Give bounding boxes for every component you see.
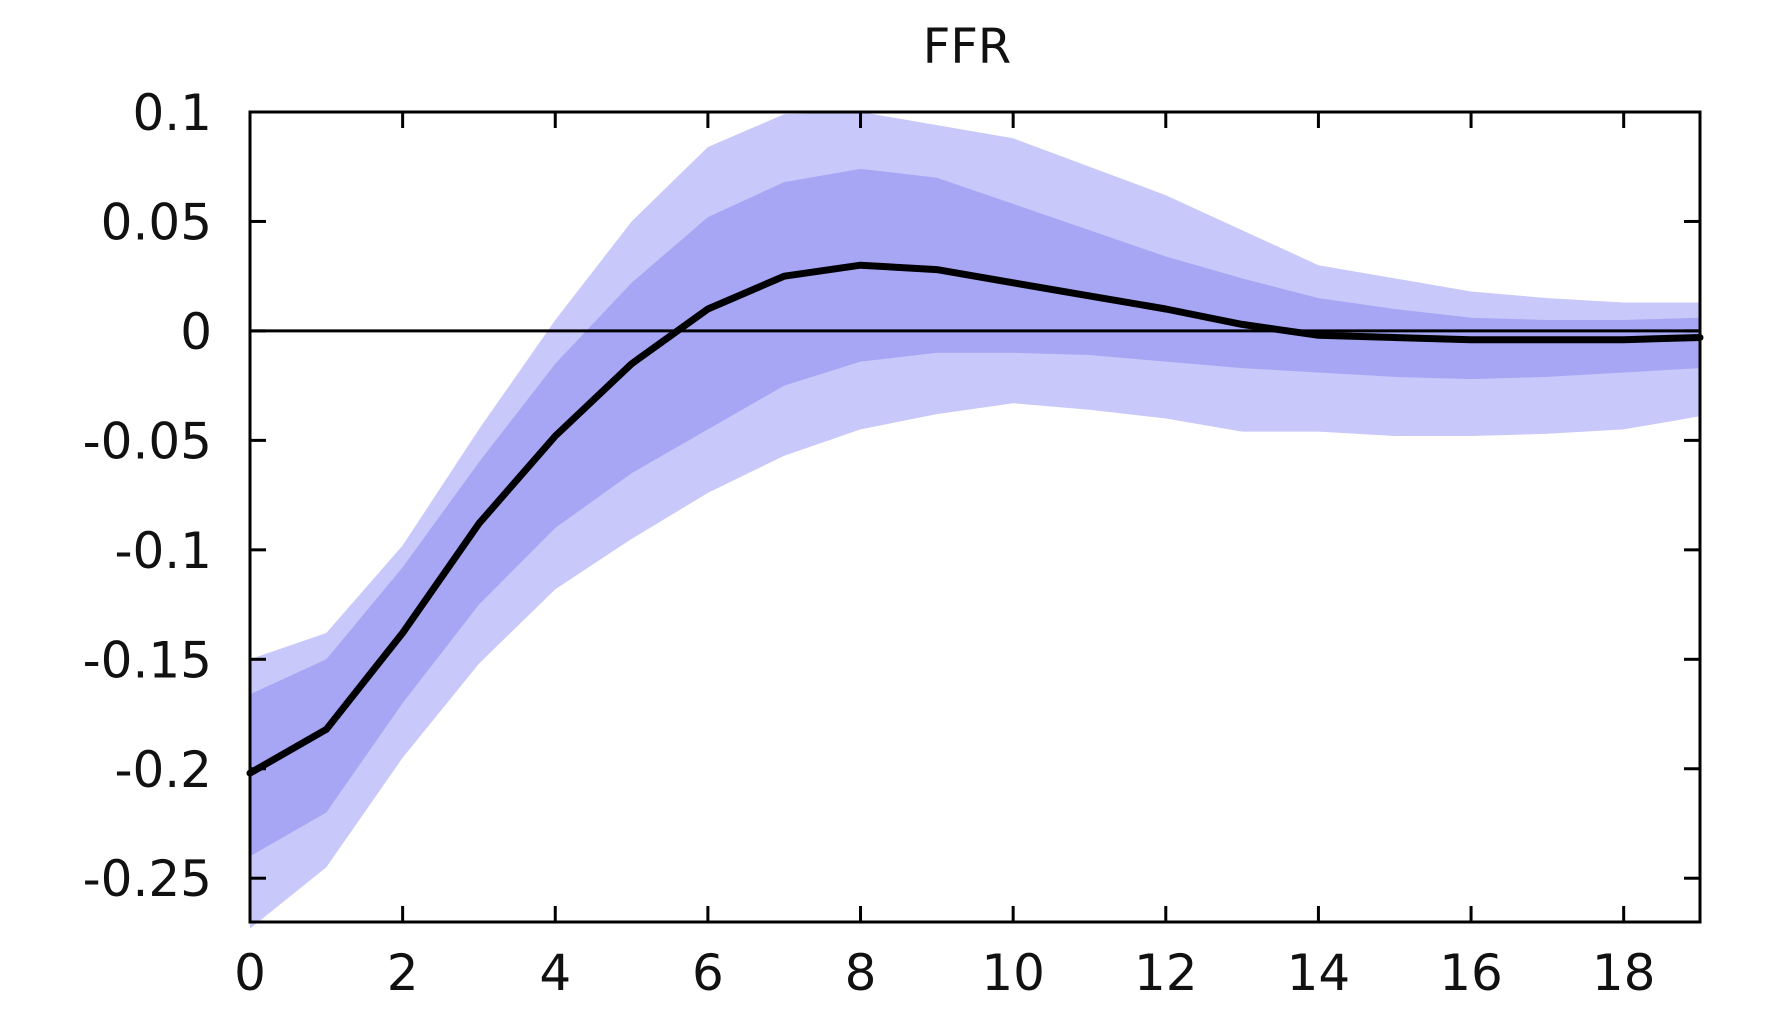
- x-tick-label: 8: [845, 944, 877, 1002]
- y-tick-label: 0.05: [101, 193, 212, 251]
- x-tick-label: 4: [539, 944, 571, 1002]
- x-tick-label: 2: [387, 944, 419, 1002]
- x-tick-label: 14: [1287, 944, 1351, 1002]
- ticks-layer: 0 2 4 6 8 10 12 14 16 18 0.1 0.05 0 -0.05 -0.1 -0.15 -0.…: [83, 84, 1700, 1002]
- x-tick-label: 0: [234, 944, 266, 1002]
- x-tick-label: 10: [981, 944, 1045, 1002]
- x-tick-label: 18: [1592, 944, 1656, 1002]
- y-tick-label: -0.05: [83, 412, 212, 470]
- median-line-layer: [246, 261, 1704, 777]
- chart-title: FFR: [923, 19, 1012, 75]
- x-tick-label: 6: [692, 944, 724, 1002]
- y-tick-label: -0.1: [114, 522, 212, 580]
- y-tick-label: -0.25: [83, 850, 212, 908]
- y-tick-label: 0.1: [132, 84, 212, 142]
- y-tick-label: -0.2: [114, 741, 212, 799]
- bands-layer: [250, 112, 1700, 929]
- axes-layer: [248, 110, 1702, 924]
- plot-frame: [248, 110, 1702, 924]
- x-tick-label: 16: [1439, 944, 1503, 1002]
- x-tick-label: 12: [1134, 944, 1198, 1002]
- inner-confidence-band: [250, 168, 1700, 857]
- median-response-line: [246, 261, 1704, 777]
- y-tick-label: 0: [180, 303, 212, 361]
- y-tick-label: -0.15: [83, 631, 212, 689]
